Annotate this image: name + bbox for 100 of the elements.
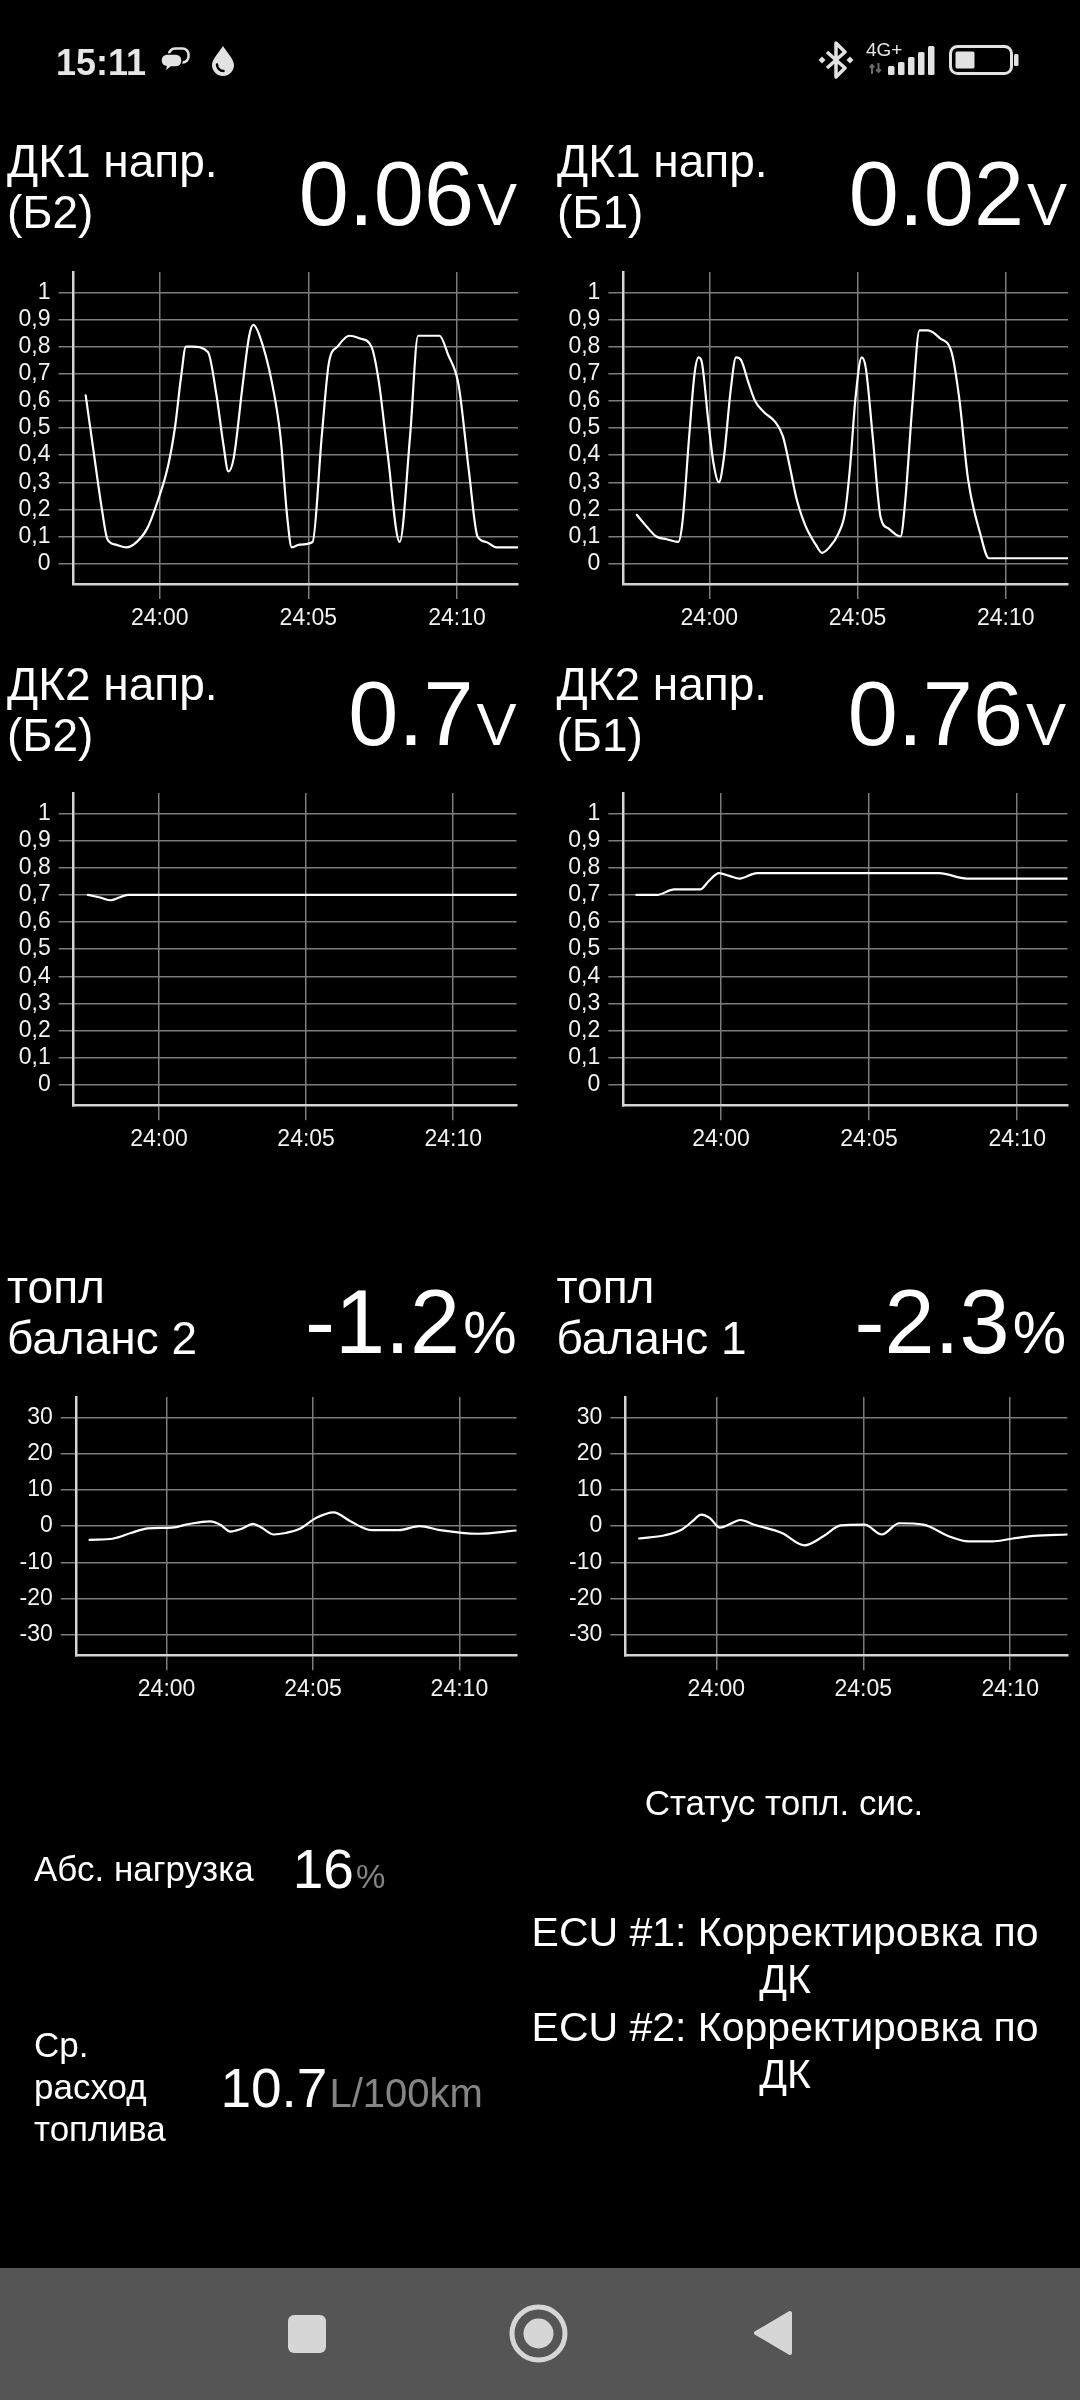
text: ECU #1: Корректировка по ДК (531, 1909, 1039, 2003)
y-tick-label: 0,9 (568, 304, 601, 331)
y-tick-label: 0 (587, 1069, 601, 1096)
y-tick-label: 0,4 (18, 440, 51, 467)
x-tick-label: 24:05 (840, 1125, 898, 1152)
chart-title: топл баланс 2 (7, 1261, 199, 1365)
y-tick-label: 10 (576, 1474, 603, 1501)
y-tick-label: 0,5 (18, 412, 51, 439)
text: V (1025, 689, 1066, 760)
y-tick-label: 0,7 (18, 358, 51, 385)
x-tick-label: 24:10 (976, 603, 1035, 630)
chart-title: ДК2 напр. (Б1) (556, 657, 769, 761)
text: Абс. нагрузка (34, 1848, 254, 1888)
y-tick-label: 20 (576, 1438, 603, 1465)
x-tick-label: 24:00 (687, 1675, 746, 1702)
y-tick-label: 0 (589, 1511, 603, 1538)
y-tick-label: 0,5 (18, 934, 51, 961)
y-tick-label: 0,3 (568, 467, 601, 494)
y-tick-label: 0,5 (568, 934, 601, 961)
y-tick-label: 0,5 (568, 412, 601, 439)
chart-title: ДК2 напр. (Б2) (7, 657, 219, 761)
y-tick-label: 0 (37, 548, 51, 575)
y-tick-label: -10 (569, 1547, 603, 1574)
text: % (1012, 1298, 1066, 1369)
y-tick-label: 0,8 (18, 852, 51, 879)
y-tick-label: 0,3 (18, 467, 51, 494)
x-tick-label: 24:05 (284, 1675, 342, 1702)
x-tick-label: 24:05 (277, 1125, 335, 1152)
y-tick-label: -30 (19, 1620, 53, 1647)
y-tick-label: 0,4 (18, 961, 51, 988)
y-tick-label: 0,1 (568, 521, 601, 548)
y-tick-label: 0,6 (568, 907, 601, 934)
y-tick-label: 0 (587, 548, 601, 575)
y-tick-label: 0,9 (568, 825, 601, 852)
x-tick-label: 24:00 (130, 1125, 188, 1152)
y-tick-label: 30 (576, 1402, 603, 1429)
chart-subtitle: 0.02 (848, 143, 1024, 244)
text: 15:11 (56, 42, 147, 84)
x-tick-label: 24:05 (834, 1675, 893, 1702)
y-tick-label: 0,1 (568, 1042, 601, 1069)
y-tick-label: 1 (587, 277, 601, 304)
x-tick-label: 24:00 (130, 603, 189, 630)
x-tick-label: 24:10 (428, 603, 486, 630)
y-tick-label: 0,4 (568, 440, 601, 467)
y-tick-label: 0,8 (568, 331, 601, 358)
y-tick-label: 1 (37, 277, 51, 304)
text: Ср. расход топлива (34, 2025, 166, 2149)
y-tick-label: 0,6 (568, 385, 601, 412)
text: % (463, 1298, 517, 1369)
text: 16 (292, 1838, 354, 1901)
text: % (355, 1858, 386, 1896)
chart-subtitle: 0.06 (298, 143, 474, 244)
x-tick-label: 24:10 (988, 1125, 1046, 1152)
x-tick-label: 24:10 (981, 1675, 1039, 1702)
text: 4G+ (866, 39, 903, 61)
x-tick-label: 24:00 (692, 1125, 750, 1152)
y-tick-label: 0,3 (18, 988, 51, 1015)
x-tick-label: 24:05 (828, 603, 887, 630)
chart-subtitle: -1.2 (305, 1272, 461, 1373)
x-tick-label: 24:10 (430, 1675, 489, 1702)
text: V (1026, 169, 1067, 240)
y-tick-label: 0,3 (568, 988, 601, 1015)
chart-subtitle: 0.76 (847, 663, 1023, 764)
y-tick-label: 0 (37, 1069, 51, 1096)
y-tick-label: 1 (587, 798, 601, 825)
y-tick-label: -30 (569, 1620, 603, 1647)
x-tick-label: 24:00 (137, 1675, 196, 1702)
y-tick-label: 0,2 (18, 494, 51, 521)
chart-title: ДК1 напр. (Б1) (557, 134, 769, 238)
x-tick-label: 24:00 (680, 603, 739, 630)
y-tick-label: 0,8 (18, 331, 51, 358)
chart-subtitle: -2.3 (854, 1272, 1010, 1373)
y-tick-label: 0,6 (18, 385, 51, 412)
text: 10.7 (220, 2057, 328, 2120)
y-tick-label: 0 (40, 1511, 53, 1538)
y-tick-label: 0,7 (568, 358, 601, 385)
y-tick-label: 0,7 (568, 879, 601, 906)
y-tick-label: 20 (27, 1438, 53, 1465)
y-tick-label: 1 (37, 798, 51, 825)
y-tick-label: 0,2 (568, 1015, 601, 1042)
y-tick-label: 0,9 (18, 825, 51, 852)
chart-title: топл баланс 1 (556, 1261, 748, 1365)
y-tick-label: 30 (27, 1402, 53, 1429)
chart-title: ДК1 напр. (Б2) (7, 134, 219, 238)
y-tick-label: 0,2 (18, 1015, 51, 1042)
y-tick-label: -20 (569, 1583, 603, 1610)
y-tick-label: 0,8 (568, 852, 601, 879)
text: ECU #2: Корректировка по ДК (531, 2004, 1039, 2098)
y-tick-label: 0,9 (18, 304, 51, 331)
y-tick-label: 0,4 (568, 961, 601, 988)
y-tick-label: -20 (19, 1583, 53, 1610)
y-tick-label: 0,2 (568, 494, 601, 521)
y-tick-label: 0,7 (18, 879, 51, 906)
x-tick-label: 24:10 (424, 1125, 483, 1152)
text: L/100km (329, 2071, 483, 2116)
text: V (476, 689, 517, 760)
y-tick-label: 0,1 (18, 521, 51, 548)
text: V (476, 169, 517, 240)
chart-subtitle: 0.7 (348, 663, 474, 764)
x-tick-label: 24:05 (279, 603, 338, 630)
